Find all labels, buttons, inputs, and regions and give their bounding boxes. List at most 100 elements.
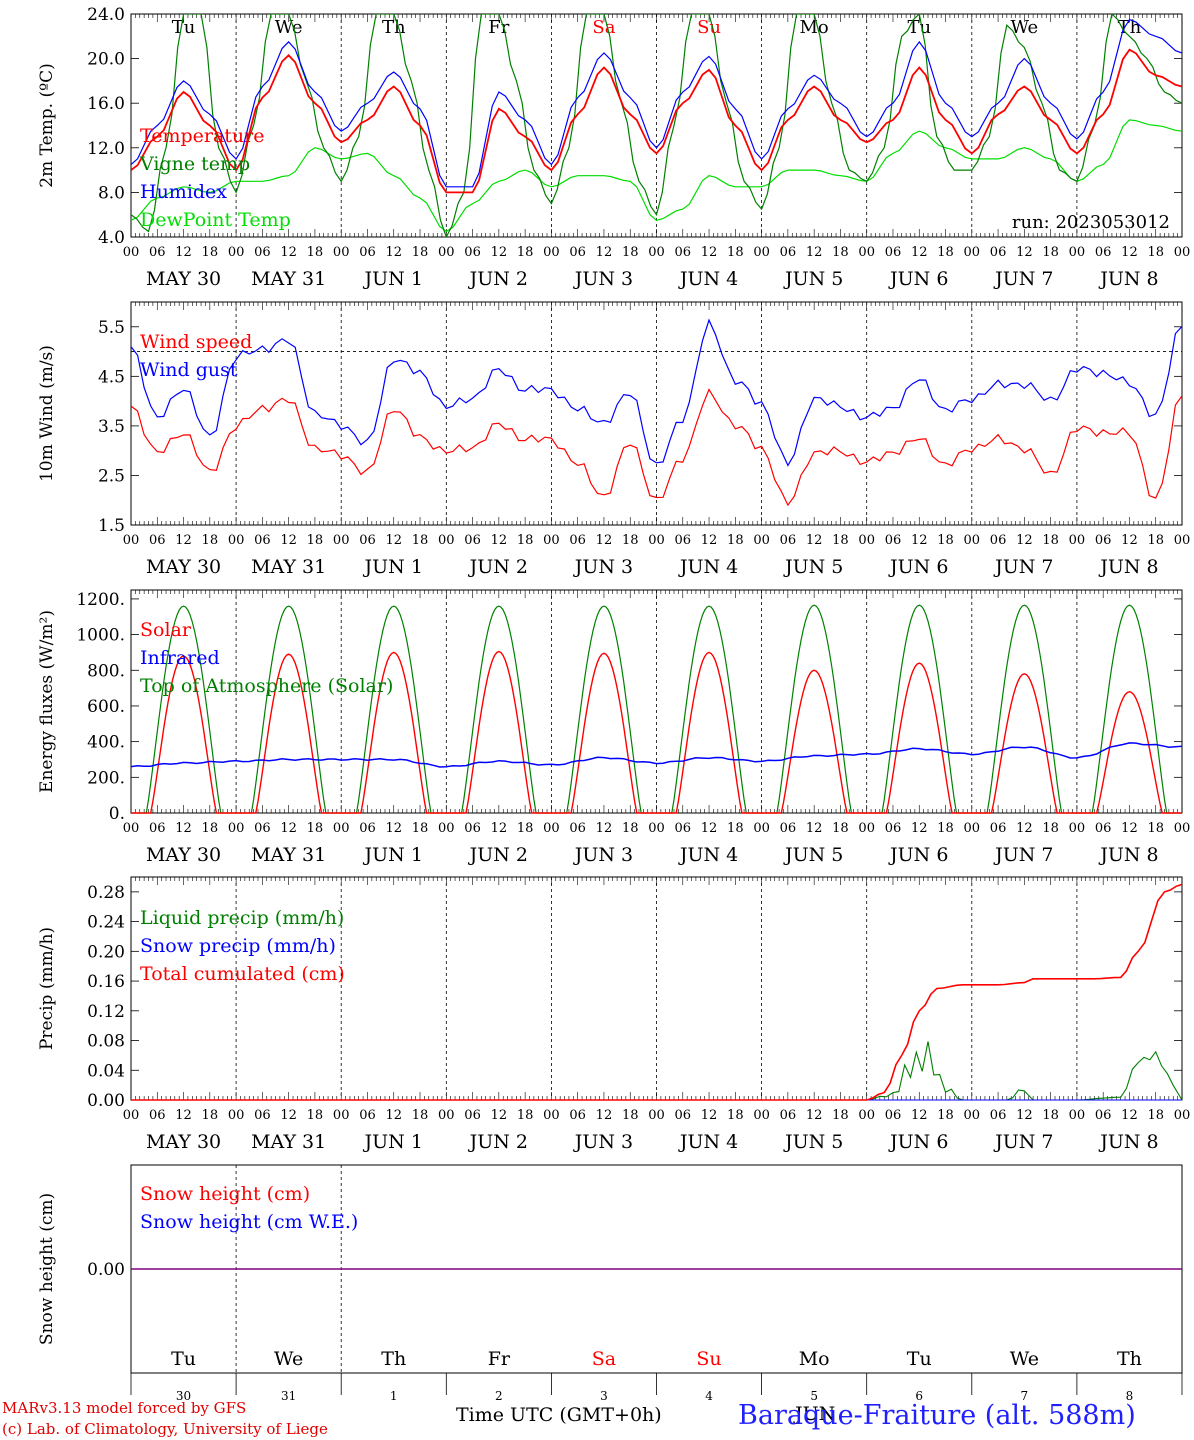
panel-3-hour-label: 06: [149, 1108, 166, 1123]
panel-2-hour-label: 12: [1121, 821, 1138, 836]
panel-3-hour-label: 00: [1174, 1108, 1191, 1123]
panel-1-hour-label: 06: [780, 533, 797, 548]
panel-2-hour-label: 18: [937, 821, 954, 836]
panel-0-hour-label: 12: [806, 245, 823, 260]
snow-day-number: 3: [600, 1389, 608, 1403]
panel-1-hour-label: 06: [1095, 533, 1112, 548]
panel-2-hour-label: 00: [123, 821, 140, 836]
panel-1-hour-label: 00: [123, 533, 140, 548]
panel-2-hour-label: 06: [675, 821, 692, 836]
panel-1-hour-label: 12: [280, 533, 297, 548]
snow-day-number: 5: [810, 1389, 818, 1403]
credits-line-2: (c) Lab. of Climatology, University of L…: [2, 1420, 328, 1438]
panel-3-hour-label: 18: [517, 1108, 534, 1123]
panel-2-hour-label: 18: [1042, 821, 1059, 836]
panel-3-hour-label: 06: [569, 1108, 586, 1123]
panel-2-date-label: JUN 3: [573, 844, 633, 866]
panel-1-hour-label: 06: [149, 533, 166, 548]
panel-3-hour-label: 18: [412, 1108, 429, 1123]
panel-3-hour-label: 18: [202, 1108, 219, 1123]
panel-3-date-label: JUN 6: [888, 1131, 948, 1153]
panel-0-ytick-label: 20.0: [87, 50, 125, 70]
panel-2-hour-label: 00: [333, 821, 350, 836]
panel-3-hour-label: 12: [491, 1108, 508, 1123]
panel-1-hour-label: 12: [596, 533, 613, 548]
snow-weekday-label: Fr: [488, 1348, 511, 1370]
snow-weekday-label: Th: [381, 1348, 406, 1370]
panel-3-hour-label: 00: [964, 1108, 981, 1123]
weekday-label: Th: [382, 17, 406, 38]
panel-3-hour-label: 06: [359, 1108, 376, 1123]
panel-0-hour-label: 18: [412, 245, 429, 260]
panel-0-date-label: JUN 3: [573, 268, 633, 290]
panel-3-date-label: MAY 30: [146, 1131, 221, 1153]
panel-0-hour-label: 06: [675, 245, 692, 260]
panel-1-hour-label: 18: [727, 533, 744, 548]
credits-line-1: MARv3.13 model forced by GFS: [2, 1399, 247, 1417]
panel-3-ytick-label: 0.28: [87, 883, 125, 903]
panel-0-date-label: JUN 2: [468, 268, 528, 290]
panel-2-hour-label: 00: [1069, 821, 1086, 836]
panel-1-date-label: JUN 6: [888, 556, 948, 578]
panel-1-ytick-label: 4.5: [98, 367, 125, 387]
panel-2-legend-red: Solar: [140, 619, 192, 641]
snow-weekday-label: We: [274, 1348, 303, 1370]
snow-weekday-label: Su: [696, 1348, 721, 1370]
panel-3-hour-label: 00: [438, 1108, 455, 1123]
panel-0-hour-label: 18: [307, 245, 324, 260]
panel-3-legend-red: Total cumulated (cm): [140, 963, 345, 985]
snow-day-number: 31: [281, 1389, 296, 1403]
panel-0-hour-label: 18: [727, 245, 744, 260]
panel-1-date-label: MAY 30: [146, 556, 221, 578]
panel-2-hour-label: 12: [385, 821, 402, 836]
panel-2-ytick-label: 400.: [87, 733, 125, 753]
panel-0-hour-label: 18: [517, 245, 534, 260]
panel-3-date-label: JUN 5: [783, 1131, 843, 1153]
panel-0-legend-red: Temperature: [140, 125, 264, 147]
panel-2-date-label: MAY 31: [251, 844, 326, 866]
toa-solar-series: [131, 604, 1182, 814]
panel-3-hour-label: 12: [701, 1108, 718, 1123]
panel-3-hour-label: 06: [464, 1108, 481, 1123]
panel-3-hour-label: 12: [385, 1108, 402, 1123]
panel-3-hour-label: 12: [596, 1108, 613, 1123]
panel-2-hour-label: 12: [806, 821, 823, 836]
panel-1-date-label: JUN 7: [993, 556, 1053, 578]
panel-2-date-label: JUN 8: [1098, 844, 1158, 866]
panel-3-hour-label: 00: [858, 1108, 875, 1123]
panel-2-hour-label: 06: [464, 821, 481, 836]
panel-2-ytick-label: 1200.: [76, 590, 125, 610]
panel-2-hour-label: 00: [648, 821, 665, 836]
snow-weekday-label: Sa: [592, 1348, 616, 1370]
panel-0-hour-label: 12: [280, 245, 297, 260]
weekday-label: Tu: [907, 17, 931, 38]
panel-2-ylabel: Energy fluxes (W/m²): [37, 610, 57, 793]
panel-0-hour-label: 00: [333, 245, 350, 260]
panel-2-date-label: JUN 4: [678, 844, 738, 866]
panel-0-hour-label: 12: [596, 245, 613, 260]
panel-2-hour-label: 06: [885, 821, 902, 836]
panel-0-hour-label: 06: [149, 245, 166, 260]
time-axis-title: Time UTC (GMT+0h): [456, 1404, 662, 1426]
panel-2-hour-label: 06: [780, 821, 797, 836]
panel-0-hour-label: 12: [385, 245, 402, 260]
panel-1-date-label: JUN 3: [573, 556, 633, 578]
panel-0-hour-label: 00: [1174, 245, 1191, 260]
panel-0-date-label: JUN 4: [678, 268, 738, 290]
panel-4-legend-blue: Snow height (cm W.E.): [140, 1211, 358, 1233]
panel-3-date-label: JUN 4: [678, 1131, 738, 1153]
panel-2-hour-label: 00: [964, 821, 981, 836]
panel-1-ytick-label: 1.5: [98, 516, 125, 536]
panel-1-date-label: MAY 31: [251, 556, 326, 578]
panel-3-ytick-label: 0.00: [87, 1091, 125, 1111]
infrared-series: [130, 742, 1183, 768]
panel-3-hour-label: 18: [307, 1108, 324, 1123]
temp-series-green: [131, 14, 1182, 237]
panel-3-hour-label: 06: [254, 1108, 271, 1123]
panel-2-hour-label: 12: [1016, 821, 1033, 836]
panel-3-ytick-label: 0.04: [87, 1061, 125, 1081]
panel-0-hour-label: 18: [1147, 245, 1164, 260]
panel-3-hour-label: 12: [175, 1108, 192, 1123]
panel-2-hour-label: 12: [911, 821, 928, 836]
panel-2-hour-label: 00: [228, 821, 245, 836]
